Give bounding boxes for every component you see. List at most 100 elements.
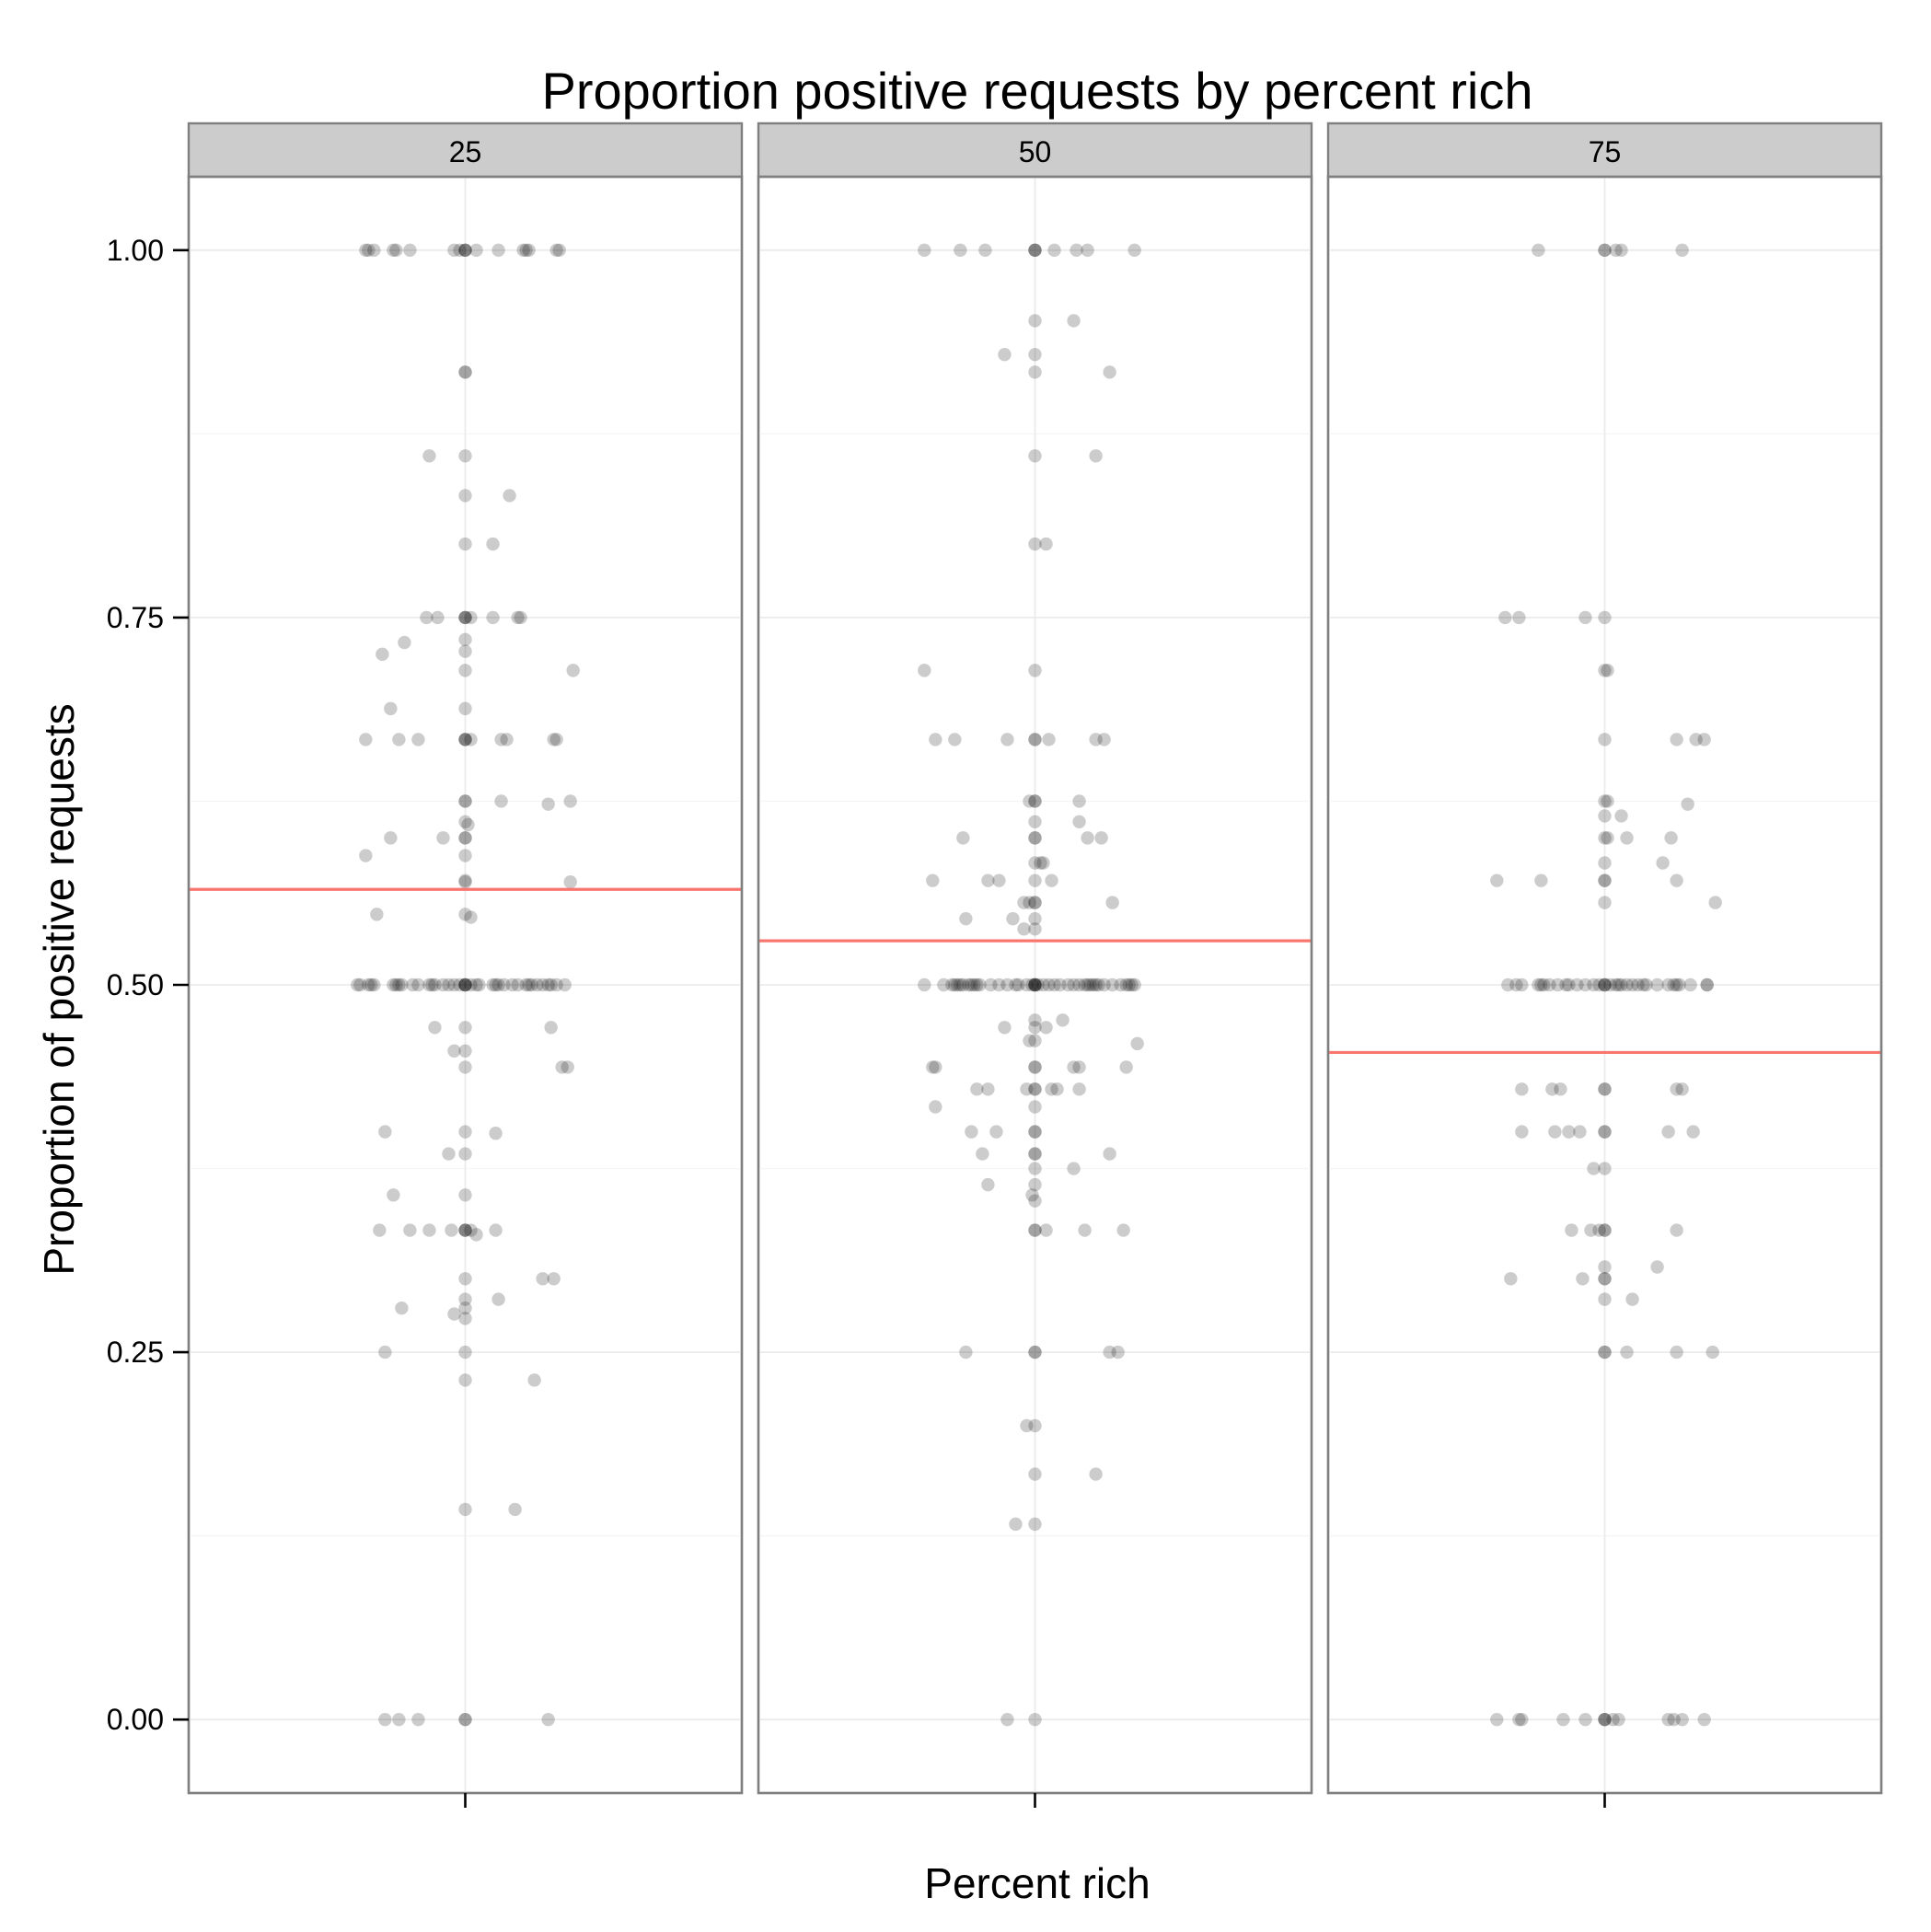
data-point <box>453 243 467 258</box>
data-point <box>1097 978 1111 992</box>
data-point <box>458 733 472 746</box>
data-point <box>1023 794 1036 808</box>
data-point <box>447 243 461 258</box>
data-point <box>1025 1188 1039 1202</box>
data-point <box>1081 978 1094 992</box>
data-point <box>1028 978 1042 992</box>
data-point <box>1028 1517 1042 1532</box>
data-point <box>1562 978 1576 992</box>
data-point <box>1119 978 1133 992</box>
data-point <box>1111 1345 1125 1359</box>
data-point <box>1028 1177 1042 1192</box>
data-point <box>362 978 376 992</box>
data-point <box>1067 978 1081 992</box>
data-point <box>458 1301 472 1315</box>
data-point <box>929 733 942 746</box>
data-point <box>378 1125 392 1139</box>
data-point <box>458 978 472 992</box>
data-point <box>1028 978 1042 992</box>
data-point <box>1089 449 1103 463</box>
data-point <box>956 978 970 992</box>
data-point <box>1028 1223 1042 1237</box>
x-axis-title: Percent rich <box>924 1859 1150 1907</box>
data-point <box>362 243 376 258</box>
data-point <box>984 978 998 992</box>
data-point <box>1598 1345 1612 1359</box>
data-point <box>1000 733 1014 746</box>
data-point <box>392 1712 406 1727</box>
data-point <box>376 647 389 662</box>
data-point <box>458 1223 472 1237</box>
data-point <box>1598 1082 1612 1096</box>
data-point <box>389 243 403 258</box>
data-point <box>458 1502 472 1517</box>
data-point <box>978 243 992 258</box>
data-point <box>422 449 436 463</box>
data-point <box>1498 610 1512 625</box>
data-point <box>965 1125 978 1139</box>
data-point <box>1537 978 1551 992</box>
data-point <box>1587 978 1601 992</box>
data-point <box>458 1712 472 1727</box>
data-point <box>389 978 403 992</box>
data-point <box>1598 1272 1612 1286</box>
facet-strip-label: 25 <box>449 135 482 168</box>
data-point <box>1598 1712 1612 1727</box>
data-point <box>1706 1345 1719 1359</box>
data-point <box>1042 978 1056 992</box>
data-point <box>458 632 472 647</box>
data-point <box>1664 831 1678 845</box>
data-point <box>1017 922 1031 936</box>
data-point <box>1598 733 1612 746</box>
data-point <box>965 978 978 992</box>
data-point <box>1094 831 1108 845</box>
data-point <box>1670 1345 1683 1359</box>
data-point <box>998 347 1012 362</box>
data-point <box>1675 1082 1689 1096</box>
data-point <box>1020 978 1034 992</box>
data-point <box>1556 1712 1570 1727</box>
data-point <box>519 978 533 992</box>
data-point <box>411 978 425 992</box>
data-point <box>1067 314 1081 328</box>
data-point <box>1598 1292 1612 1306</box>
data-point <box>1700 978 1714 992</box>
facet-strip <box>1326 121 1883 179</box>
data-point <box>458 815 472 829</box>
y-tick-label: 0.75 <box>107 601 164 634</box>
data-point <box>1612 978 1625 992</box>
data-point <box>458 1223 472 1237</box>
data-point <box>511 610 525 625</box>
data-point <box>1576 1272 1590 1286</box>
data-point <box>411 733 425 746</box>
data-point <box>458 449 472 463</box>
data-point <box>1661 1712 1675 1727</box>
data-point <box>525 978 538 992</box>
data-point <box>1105 978 1119 992</box>
data-point <box>1122 978 1136 992</box>
data-point <box>392 978 406 992</box>
data-point <box>1650 1260 1664 1274</box>
data-point <box>464 1223 478 1237</box>
data-point <box>1036 856 1050 870</box>
data-point <box>464 978 478 992</box>
data-point <box>458 489 472 503</box>
data-point <box>1598 1125 1612 1139</box>
data-point <box>1070 243 1083 258</box>
data-point <box>1028 365 1042 379</box>
y-tick-label: 0.25 <box>107 1336 164 1369</box>
data-point <box>1127 243 1141 258</box>
data-point <box>469 243 483 258</box>
data-point <box>1504 1272 1518 1286</box>
data-point <box>1697 1712 1711 1727</box>
data-point <box>1598 1125 1612 1139</box>
data-point <box>1045 873 1058 887</box>
data-point <box>1551 978 1565 992</box>
data-point <box>563 794 577 808</box>
data-point <box>511 978 525 992</box>
data-point <box>458 664 472 677</box>
data-point <box>1028 978 1042 992</box>
data-point <box>1028 1034 1042 1047</box>
data-point <box>1578 610 1592 625</box>
data-point <box>1130 1036 1144 1051</box>
